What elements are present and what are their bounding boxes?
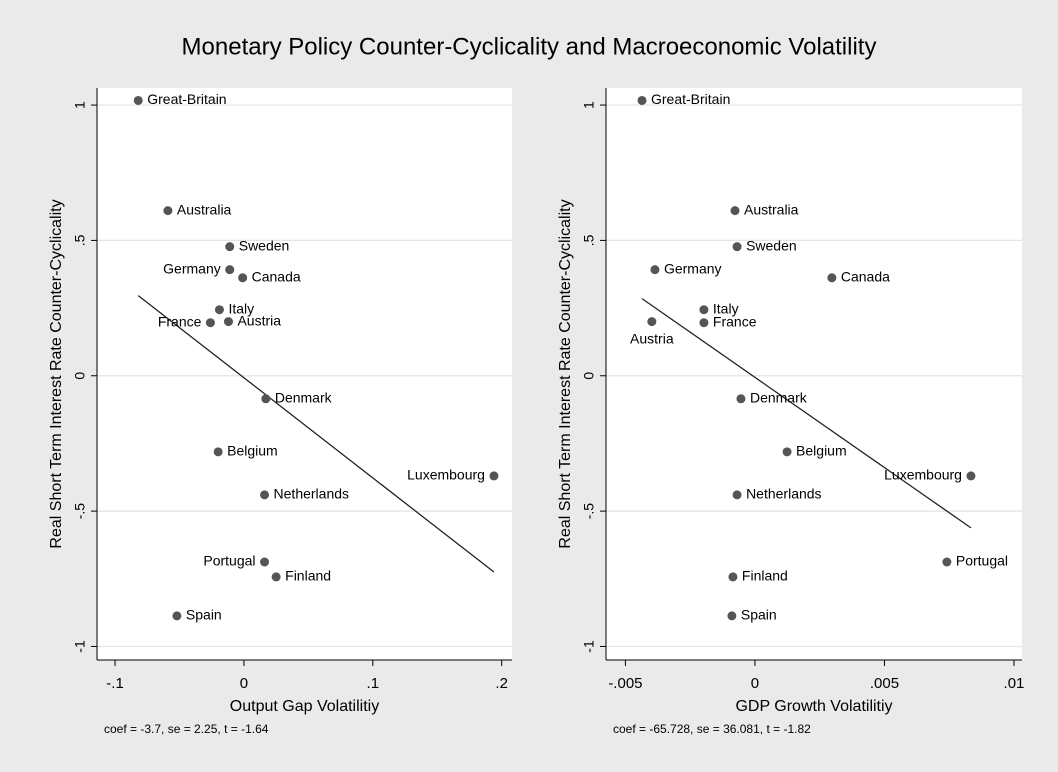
x-tick-label: 0 xyxy=(240,675,248,692)
y-tick-label: -.5 xyxy=(581,503,597,520)
point-label: Australia xyxy=(744,201,799,217)
point xyxy=(942,557,952,567)
point xyxy=(260,557,270,567)
point xyxy=(213,447,223,457)
point-label: Australia xyxy=(177,201,232,217)
plot-area xyxy=(606,88,1022,660)
point-label: Canada xyxy=(252,268,301,284)
point-label: Canada xyxy=(841,268,890,284)
point xyxy=(650,265,660,275)
point-label: Luxembourg xyxy=(407,467,485,483)
point-label: Spain xyxy=(741,607,777,623)
y-tick-label: -1 xyxy=(72,640,88,653)
point-label: France xyxy=(713,313,757,329)
x-tick-label: .01 xyxy=(1004,675,1025,692)
point xyxy=(699,305,709,315)
y-tick-label: 1 xyxy=(581,101,597,109)
note: coef = -3.7, se = 2.25, t = -1.64 xyxy=(104,722,269,736)
x-axis-title: GDP Growth Volatilitiy xyxy=(735,698,892,715)
point-label: Sweden xyxy=(746,237,797,253)
point-label: Italy xyxy=(713,300,739,316)
point xyxy=(637,95,647,105)
x-tick-label: 0 xyxy=(751,675,759,692)
point xyxy=(732,242,742,252)
y-axis-title: Real Short Term Interest Rate Counter-Cy… xyxy=(557,199,574,548)
point xyxy=(489,471,499,481)
point xyxy=(647,317,657,327)
point-label: Luxembourg xyxy=(884,467,962,483)
point xyxy=(827,273,837,283)
point-label: Belgium xyxy=(796,443,847,459)
point-label: Great-Britain xyxy=(651,91,730,107)
point-label: Germany xyxy=(163,260,221,276)
point-label: Germany xyxy=(664,260,722,276)
y-axis-title: Real Short Term Interest Rate Counter-Cy… xyxy=(48,199,65,548)
fit-line xyxy=(137,295,495,573)
point xyxy=(732,490,742,500)
point-label: Finland xyxy=(742,568,788,584)
point-label: Austria xyxy=(630,330,674,346)
point xyxy=(163,206,173,216)
point xyxy=(172,611,182,621)
point-label: Spain xyxy=(186,607,222,623)
x-tick-label: -.1 xyxy=(106,675,124,692)
x-tick-label: .005 xyxy=(870,675,899,692)
x-tick-label: .2 xyxy=(495,675,508,692)
point-label: Sweden xyxy=(239,237,290,253)
point xyxy=(271,572,281,582)
fit-line xyxy=(641,298,972,529)
point xyxy=(782,447,792,457)
point-label: Austria xyxy=(237,312,281,328)
point xyxy=(966,471,976,481)
figure-title: Monetary Policy Counter-Cyclicality and … xyxy=(182,33,877,60)
point-label: Denmark xyxy=(275,389,333,405)
point xyxy=(728,572,738,582)
point-label: Portugal xyxy=(203,553,255,569)
y-tick-label: 0 xyxy=(581,372,597,380)
point xyxy=(736,394,746,404)
y-tick-label: .5 xyxy=(581,234,597,246)
y-tick-label: 1 xyxy=(72,101,88,109)
point xyxy=(225,265,235,275)
point xyxy=(260,490,270,500)
point xyxy=(238,273,248,283)
point xyxy=(214,305,224,315)
point-label: Netherlands xyxy=(274,486,350,502)
point-label: Netherlands xyxy=(746,486,822,502)
point-label: Great-Britain xyxy=(147,91,226,107)
point xyxy=(727,611,737,621)
plot-area xyxy=(97,88,512,660)
y-tick-label: .5 xyxy=(72,234,88,246)
point-label: Italy xyxy=(228,300,254,316)
y-tick-label: -.5 xyxy=(72,503,88,520)
point-label: Denmark xyxy=(750,389,808,405)
x-tick-label: .1 xyxy=(367,675,380,692)
point xyxy=(699,318,709,328)
point xyxy=(225,242,235,252)
y-tick-label: -1 xyxy=(581,640,597,653)
x-tick-label: -.005 xyxy=(608,675,642,692)
point-label: Finland xyxy=(285,568,331,584)
point xyxy=(730,206,740,216)
point-label: Portugal xyxy=(956,553,1008,569)
point xyxy=(223,317,233,327)
x-axis-title: Output Gap Volatilitiy xyxy=(230,698,379,715)
point xyxy=(261,394,271,404)
point xyxy=(133,95,143,105)
note: coef = -65.728, se = 36.081, t = -1.82 xyxy=(613,722,811,736)
point xyxy=(205,318,215,328)
point-label: Belgium xyxy=(227,443,278,459)
y-tick-label: 0 xyxy=(72,372,88,380)
point-label: France xyxy=(158,313,202,329)
